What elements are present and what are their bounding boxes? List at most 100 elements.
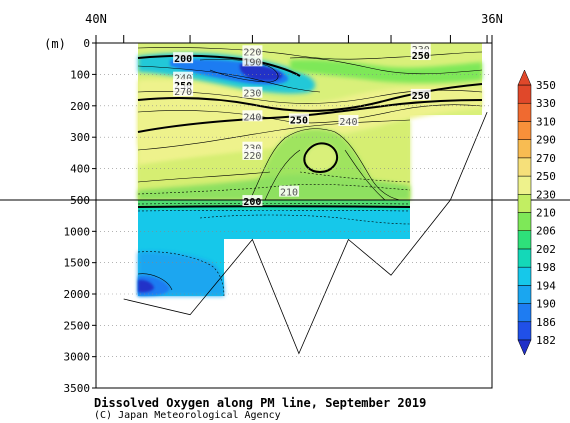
- contour-label-box: [410, 49, 431, 61]
- y-tick-label: 3000: [64, 351, 91, 364]
- contour-line: [289, 57, 483, 75]
- colorbar-label: 330: [536, 97, 556, 110]
- contour-line: [137, 209, 411, 212]
- contour-labels: 2002201902302502402502702302502402502402…: [173, 42, 431, 208]
- colorbar-label: 202: [536, 243, 556, 256]
- colorbar-segment: [517, 266, 532, 286]
- contour-line: [137, 47, 483, 60]
- colorbar-segment: [517, 194, 532, 213]
- contour-label: 230: [243, 89, 261, 100]
- contour-label-box: [242, 86, 263, 98]
- colorbar-segment: [517, 84, 532, 104]
- contour-label-box: [242, 141, 263, 153]
- contour-label-box: [242, 110, 263, 122]
- y-tick-label: 2500: [64, 319, 91, 332]
- contour-label: 200: [243, 197, 261, 208]
- contour-label: 250: [412, 91, 430, 102]
- plot-frame: [95, 42, 493, 389]
- y-tick-label: 2000: [64, 288, 91, 301]
- colorbar-label: 250: [536, 170, 556, 183]
- colorbar-label: 310: [536, 115, 556, 128]
- x-label-right: 36N: [481, 12, 503, 26]
- field-surface-deep: [239, 64, 283, 81]
- contour-label-box: [173, 78, 194, 90]
- contour-label: 240: [243, 112, 261, 123]
- station-ticks: [95, 35, 493, 43]
- contour-line: [264, 149, 301, 201]
- y-tick-label: 100: [70, 68, 90, 81]
- colorbar-label: 290: [536, 134, 556, 147]
- colorbar-segment: [517, 102, 532, 122]
- contour-line: [299, 171, 411, 183]
- contour-label: 250: [412, 51, 430, 62]
- contour-line: [137, 202, 411, 205]
- colorbar-segment: [517, 139, 532, 159]
- colorbar-segment: [517, 230, 532, 250]
- contour-label: 270: [174, 87, 192, 98]
- y-tick-label: 1500: [64, 257, 91, 270]
- colorbar-label: 186: [536, 316, 556, 329]
- colorbar-top-arrow: [517, 69, 532, 86]
- colorbar-segment: [517, 303, 532, 323]
- contour-label-box: [288, 113, 309, 125]
- colorbar-segment: [517, 157, 532, 177]
- contour-label-box: [338, 115, 359, 126]
- y-tick-label: 0: [83, 37, 90, 50]
- contour-lines: [137, 47, 483, 297]
- chart-title: Dissolved Oxygen along PM line, Septembe…: [94, 396, 427, 410]
- contour-line: [137, 104, 483, 124]
- contour-label-box: [242, 148, 263, 160]
- contour-label: 190: [243, 57, 261, 68]
- contour-label-box: [242, 55, 263, 67]
- contour-line: [344, 149, 386, 201]
- contour-label-box: [242, 45, 263, 57]
- colorbar-segment: [517, 175, 532, 195]
- contour-line: [137, 184, 411, 195]
- contour-label: 220: [243, 47, 261, 58]
- band-500-teal: [138, 206, 410, 212]
- contour-line: [137, 119, 411, 151]
- y-tick-label: 400: [70, 163, 90, 176]
- y-tick-label: 200: [70, 100, 90, 113]
- contour-line: [137, 205, 411, 208]
- contour-line: [137, 251, 225, 297]
- y-tick-label: 1000: [64, 225, 91, 238]
- field-high-band: [138, 79, 482, 168]
- contour-label: 240: [339, 117, 357, 128]
- field-lower-green: [138, 174, 410, 200]
- field-dome-core: [304, 143, 338, 172]
- y-ticks: 0 100 200 300 400 500 1000 1500 2000 2500 3000 3500: [64, 37, 96, 395]
- field-high-band-upper: [138, 102, 290, 146]
- colorbar-label: 230: [536, 188, 556, 201]
- contour-label: 220: [243, 151, 261, 162]
- colorbar-label: 270: [536, 152, 556, 165]
- contour-line: [137, 273, 173, 291]
- colorbar-label: 206: [536, 225, 556, 238]
- colorbar-label: 198: [536, 261, 556, 274]
- contour-line: [137, 171, 271, 183]
- bottom-topography-line: [123, 111, 488, 355]
- y-axis-unit: (m): [44, 37, 66, 51]
- contour-label: 250: [290, 115, 308, 126]
- colorbar-segment: [517, 212, 532, 231]
- y-tick-label: 3500: [64, 382, 91, 395]
- contour-label-box: [410, 42, 431, 54]
- colorbar-bottom-arrow: [517, 339, 532, 356]
- contour-line: [137, 99, 483, 133]
- colorbar: 182 186 190 194 198 202 206 210 230 250 270 290 310 3…: [517, 69, 556, 356]
- field-bottom-deep: [138, 279, 154, 293]
- y-tick-label: 300: [70, 131, 90, 144]
- contour-label-box: [410, 88, 431, 100]
- colorbar-label: 190: [536, 298, 556, 311]
- colorbar-segment: [517, 248, 532, 268]
- contour-label-box: [173, 85, 194, 97]
- colorbar-segment: [517, 121, 532, 140]
- contour-label-box: [279, 185, 300, 197]
- contour-line: [199, 58, 279, 83]
- x-label-left: 40N: [85, 12, 107, 26]
- colorbar-label: 194: [536, 279, 556, 292]
- chart-credit: (C) Japan Meteorological Agency: [94, 410, 281, 421]
- colorbar-label: 182: [536, 334, 556, 347]
- colorbar-label: 350: [536, 79, 556, 92]
